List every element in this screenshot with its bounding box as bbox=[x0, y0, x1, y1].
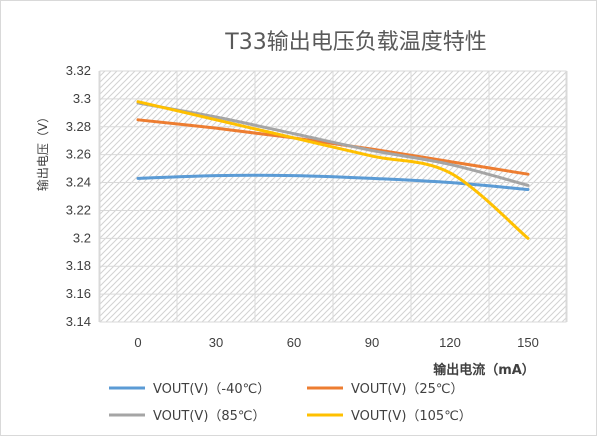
legend: VOUT(V)（-40℃） VOUT(V)（25℃） VOUT(V)（85℃） VOU… bbox=[109, 382, 472, 424]
y-tick-label: 3.2 bbox=[73, 230, 91, 245]
chart-title: T33输出电压负载温度特性 bbox=[224, 30, 486, 55]
series-lines bbox=[136, 100, 530, 240]
legend-label: VOUT(V)（-40℃） bbox=[153, 382, 270, 397]
x-tick-label: 60 bbox=[287, 335, 301, 350]
series-line-3 bbox=[136, 101, 530, 187]
legend-label: VOUT(V)（25℃） bbox=[351, 382, 464, 397]
gridlines bbox=[98, 70, 568, 323]
y-tick-label: 3.16 bbox=[66, 286, 91, 301]
y-tick-label: 3.28 bbox=[66, 119, 91, 134]
y-tick-label: 3.32 bbox=[66, 63, 91, 78]
x-tick-label: 150 bbox=[517, 335, 539, 350]
x-tick-label: 120 bbox=[439, 335, 461, 350]
x-axis-label: 输出电流（mA） bbox=[433, 362, 535, 378]
x-tick-label: 0 bbox=[134, 335, 141, 350]
x-tick-label: 30 bbox=[209, 335, 223, 350]
y-tick-label: 3.18 bbox=[66, 258, 91, 273]
series-line-4 bbox=[136, 100, 530, 240]
series-line-1 bbox=[136, 173, 530, 192]
y-tick-label: 3.26 bbox=[66, 147, 91, 162]
legend-label: VOUT(V)（105℃） bbox=[351, 409, 472, 424]
y-axis-ticks: 3.14 3.16 3.18 3.2 3.22 3.24 3.26 3.28 3.3 3.32 bbox=[66, 63, 91, 329]
y-tick-label: 3.22 bbox=[66, 202, 91, 217]
x-axis-ticks: 0 30 60 90 120 150 bbox=[134, 335, 538, 350]
y-tick-label: 3.14 bbox=[66, 314, 91, 329]
y-tick-label: 3.24 bbox=[66, 175, 91, 190]
x-tick-label: 90 bbox=[365, 335, 379, 350]
legend-label: VOUT(V)（85℃） bbox=[153, 409, 266, 424]
y-axis-label: 输出电压（V） bbox=[35, 111, 50, 191]
y-tick-label: 3.3 bbox=[73, 91, 91, 106]
